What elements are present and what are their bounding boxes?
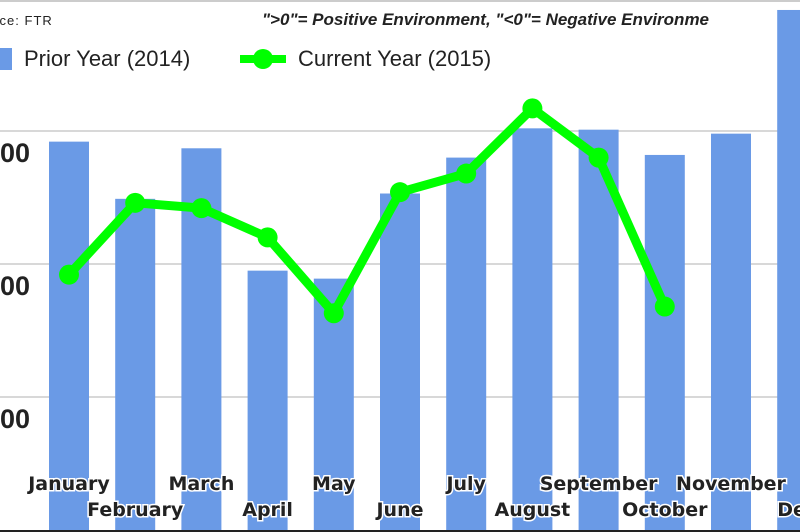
legend-bar-swatch [0,48,12,70]
bar-june [380,193,420,530]
point-february [125,192,146,213]
point-october [654,296,675,317]
legend-current-year: Current Year (2015) [240,46,491,72]
x-tick-label: March [168,473,234,495]
bar-january [49,141,89,530]
legend-prior-year: Prior Year (2014) [0,46,190,72]
legend-prior-label: Prior Year (2014) [24,46,191,71]
x-tick-label: May [312,473,356,495]
point-august [522,98,543,119]
y-tick-label: 00 [0,404,30,434]
point-april [257,227,278,248]
x-tick-label: January [26,473,110,495]
y-tick-label: 00 [0,138,30,168]
x-tick-label: August [495,499,571,521]
point-may [323,303,344,324]
bar-november [711,133,751,530]
legend-line-swatch [240,48,286,70]
x-tick-label: September [540,473,658,495]
bar-july [446,157,487,530]
bar-april [247,270,288,530]
point-july [456,163,477,184]
x-tick-label: April [242,499,293,521]
x-tick-label: Dec [777,499,800,521]
x-tick-label: October [622,499,708,521]
bar-august [512,128,553,530]
chart-subtitle: ">0"= Positive Environment, "<0"= Negati… [262,10,710,29]
x-tick-label: June [374,499,423,521]
point-september [588,147,609,168]
y-tick-label: 00 [0,271,30,301]
bar-february [115,198,156,530]
point-january [59,264,79,285]
bar-dec [777,9,800,531]
legend-current-label: Current Year (2015) [298,46,492,71]
bar-october [644,154,685,530]
x-tick-label: February [87,499,184,521]
x-tick-label: November [676,473,787,495]
current-year-line [65,103,669,318]
point-june [390,182,410,203]
point-march [191,198,212,219]
x-tick-label: July [444,473,486,495]
source-label: urce: FTR [0,13,53,28]
